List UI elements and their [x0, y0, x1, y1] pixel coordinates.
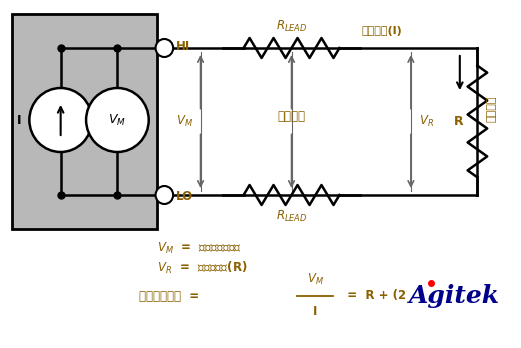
Text: I: I [17, 113, 22, 127]
Bar [12, 14, 156, 229]
Circle shape [29, 88, 92, 152]
Text: HI: HI [176, 40, 190, 53]
Text: $V_M$: $V_M$ [176, 114, 193, 129]
Text: $R_{LEAD}$: $R_{LEAD}$ [276, 209, 307, 224]
Text: 引线电阻: 引线电阻 [278, 110, 305, 123]
Text: =  R + (2: = R + (2 [340, 290, 406, 302]
Text: $R_{LEAD}$: $R_{LEAD}$ [276, 19, 307, 34]
Circle shape [156, 186, 173, 204]
Text: 测试电流(I): 测试电流(I) [362, 26, 403, 36]
Text: Agitek: Agitek [409, 284, 500, 308]
Text: $V_R$  =  电阻器电压(R): $V_R$ = 电阻器电压(R) [156, 260, 247, 276]
Text: $V_R$: $V_R$ [419, 114, 433, 129]
Text: LO: LO [176, 190, 193, 204]
Text: R: R [454, 115, 464, 128]
Circle shape [156, 39, 173, 57]
Text: $V_M$: $V_M$ [108, 112, 126, 128]
Text: $V_M$: $V_M$ [306, 272, 324, 287]
Text: 待测电阻: 待测电阻 [486, 95, 496, 121]
Text: I: I [313, 305, 317, 318]
Circle shape [86, 88, 148, 152]
Text: $V_M$  =  仪表测量的电压: $V_M$ = 仪表测量的电压 [156, 240, 242, 255]
Text: 测量的电阻值  =: 测量的电阻值 = [139, 290, 207, 302]
